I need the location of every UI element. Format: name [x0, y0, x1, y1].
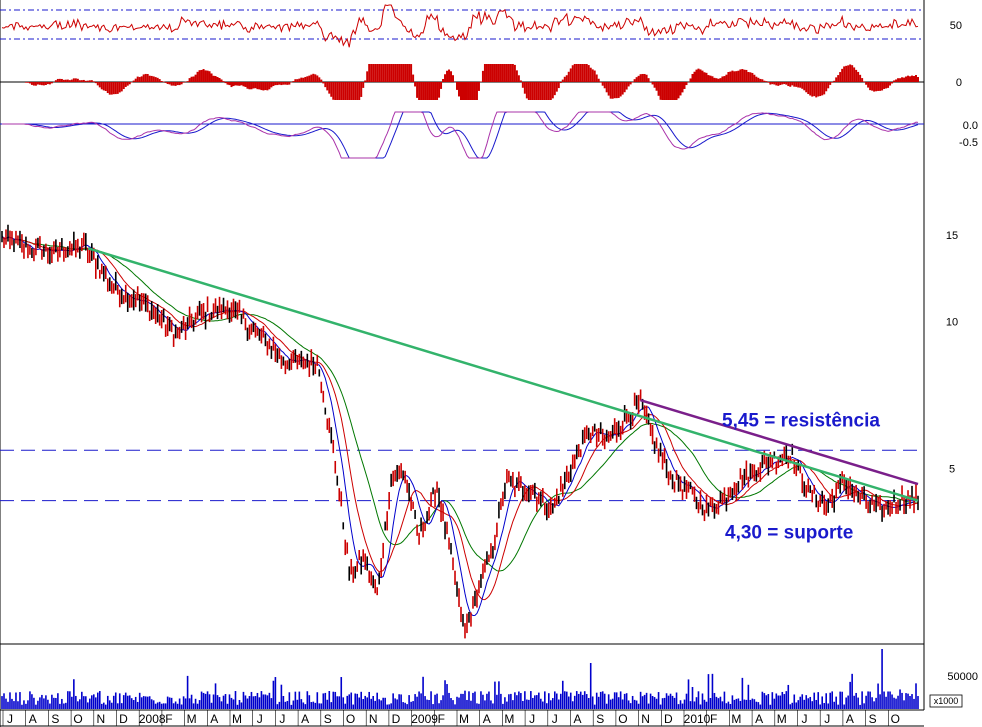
- month-label: S: [324, 712, 332, 726]
- price-tick-15: 15: [946, 230, 958, 242]
- month-label: N: [641, 712, 650, 726]
- rsi-panel: 50: [0, 4, 962, 48]
- moving-average-slow: [1, 235, 919, 572]
- month-label: 2008: [139, 712, 166, 726]
- moving-average-mid: [1, 235, 919, 601]
- histogram-tick-0: 0: [956, 77, 962, 89]
- volume-panel: 50000 x1000: [1, 649, 978, 709]
- month-label: J: [279, 712, 285, 726]
- long-term-downtrend-line: [87, 247, 919, 502]
- month-label: F: [165, 712, 172, 726]
- month-label: J: [257, 712, 263, 726]
- month-label: S: [869, 712, 877, 726]
- volume-unit-box: [929, 694, 963, 708]
- month-label: D: [119, 712, 128, 726]
- price-tick-5: 5: [949, 464, 955, 476]
- price-panel: 5,45 = resistência 4,30 = suporte 15 10 …: [0, 224, 958, 639]
- month-label: J: [824, 712, 830, 726]
- month-label: A: [846, 712, 854, 726]
- month-label: N: [96, 712, 105, 726]
- resistance-label: 5,45 = resistência: [722, 410, 880, 431]
- month-label: J: [552, 712, 558, 726]
- volume-unit-label: x1000: [934, 696, 959, 706]
- month-label: O: [346, 712, 355, 726]
- month-label: O: [891, 712, 900, 726]
- month-label: A: [755, 712, 763, 726]
- month-label: D: [664, 712, 673, 726]
- price-bars: [1, 224, 919, 639]
- month-label: M: [187, 712, 197, 726]
- month-label: 2009: [411, 712, 438, 726]
- moving-average-fast: [1, 235, 919, 617]
- histogram-bars: [24, 64, 919, 100]
- volume-bars: [1, 649, 919, 709]
- month-label: M: [777, 712, 787, 726]
- rsi-tick-50: 50: [950, 20, 962, 32]
- month-label: A: [29, 712, 37, 726]
- month-label: A: [301, 712, 309, 726]
- month-label: J: [7, 712, 13, 726]
- price-tick-10: 10: [946, 316, 958, 328]
- month-label: F: [438, 712, 445, 726]
- macd-panel: 0.0 -0.5: [0, 111, 978, 159]
- month-label: 2010: [684, 712, 711, 726]
- month-label: S: [596, 712, 604, 726]
- month-label: M: [232, 712, 242, 726]
- month-label: N: [369, 712, 378, 726]
- support-label: 4,30 = suporte: [725, 523, 853, 544]
- month-label: O: [73, 712, 82, 726]
- volume-tick-50000: 50000: [947, 671, 978, 683]
- macd-tick-0: 0.0: [963, 120, 978, 132]
- month-label: A: [483, 712, 491, 726]
- month-label: M: [504, 712, 514, 726]
- short-term-downtrend-line: [640, 398, 919, 486]
- month-label: J: [529, 712, 535, 726]
- month-label: S: [51, 712, 59, 726]
- month-label: A: [573, 712, 581, 726]
- month-label: O: [618, 712, 627, 726]
- month-label: F: [710, 712, 717, 726]
- x-axis-months: J A S O N D 2008 F M A M J J A S O N D 2009 F M A M J J A S O N D 2010…: [2, 710, 900, 726]
- macd-tick-minus-half: -0.5: [959, 137, 978, 149]
- macd-line: [2, 111, 919, 159]
- month-label: M: [731, 712, 741, 726]
- month-label: D: [392, 712, 401, 726]
- macd-histogram-panel: 0: [0, 64, 962, 100]
- month-label: A: [210, 712, 218, 726]
- month-label: M: [459, 712, 469, 726]
- rsi-line: [1, 4, 919, 48]
- month-label: J: [802, 712, 808, 726]
